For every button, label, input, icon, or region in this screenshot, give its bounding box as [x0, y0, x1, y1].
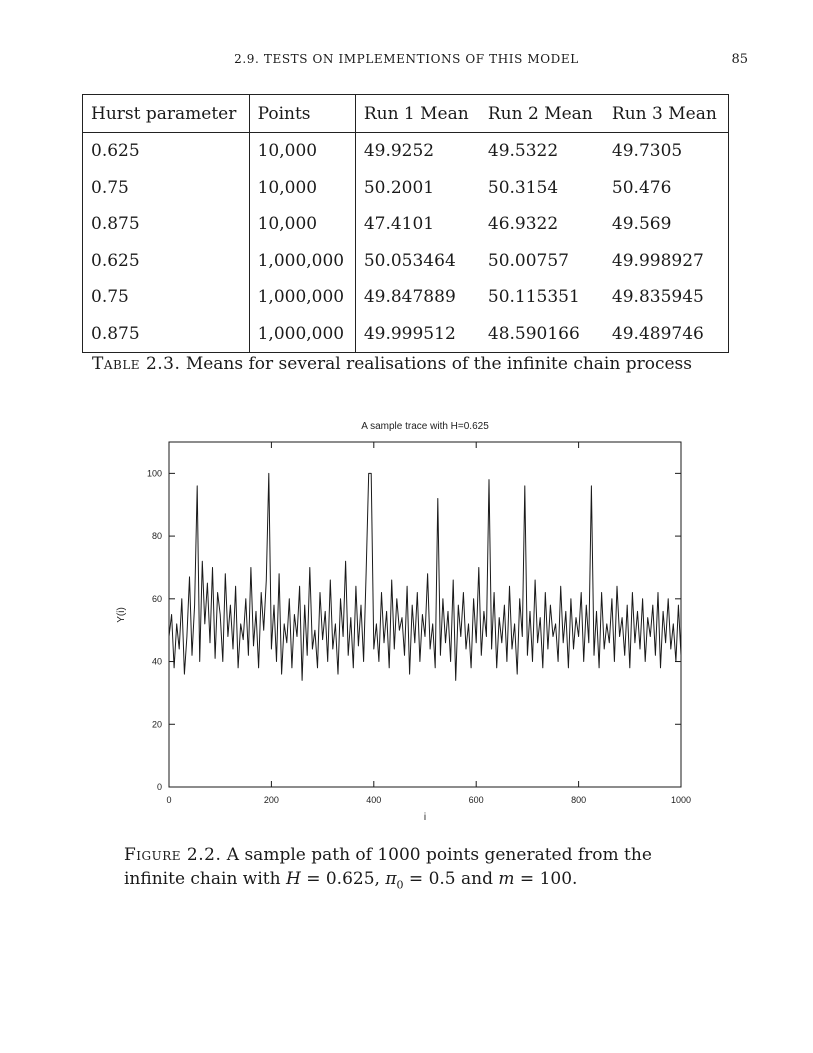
table-row: 0.75 1,000,000 49.847889 50.115351 49.83…: [82, 279, 729, 316]
caption-prefix: infinite chain with: [124, 869, 286, 889]
cell-run3: 49.569: [603, 206, 729, 243]
cell-run2: 46.9322: [487, 214, 559, 235]
caption-h-var: H: [285, 869, 301, 889]
cell-run3: 49.998927: [603, 242, 729, 279]
cell-run2: 50.3154: [487, 177, 559, 198]
cell-points: 1,000,000: [249, 315, 356, 353]
y-tick-label: 0: [157, 782, 162, 792]
cell-points: 10,000: [249, 132, 356, 170]
cell-points: 10,000: [249, 169, 356, 206]
cell-hurst: 0.625: [82, 132, 250, 170]
header-points: Points: [249, 94, 356, 133]
cell-run3: 50.476: [603, 169, 729, 206]
cell-run1: 50.2001: [363, 177, 435, 198]
cell-run2: 49.5322: [487, 141, 559, 162]
figure-caption-label: Figure 2.2.: [124, 845, 222, 865]
x-tick-label: 1000: [671, 795, 691, 805]
cell-hurst: 0.75: [82, 169, 250, 206]
x-axis-label: i: [424, 812, 426, 823]
table-caption-label: Table 2.3.: [92, 354, 181, 374]
cell-run1: 49.9252: [363, 141, 435, 162]
table-caption: Table 2.3. Means for several realisation…: [92, 354, 752, 374]
header-hurst-parameter: Hurst parameter: [82, 94, 250, 133]
sample-trace-chart: A sample trace with H=0.625 0 200 400 600 80…: [116, 421, 691, 823]
cell-run2: 48.590166: [479, 315, 604, 353]
table-header-row: Hurst parameter Points Run 1 Mean Run 2 …: [82, 94, 729, 133]
caption-m-var: m: [498, 869, 515, 889]
cell-run2: 50.00757: [487, 250, 569, 271]
y-axis-label: Y(i): [116, 607, 127, 623]
table-row: 0.625 1,000,000 50.053464 50.00757 49.99…: [82, 242, 729, 279]
cell-run2: 50.115351: [487, 287, 580, 308]
axis-ticks: [168, 442, 682, 788]
trace-line: [168, 472, 682, 681]
y-tick-label: 100: [147, 468, 162, 478]
cell-hurst: 0.625: [82, 242, 250, 279]
y-tick-label: 80: [152, 531, 162, 541]
y-tick-label: 40: [152, 657, 162, 667]
caption-pi-val: = 0.5 and: [403, 869, 499, 889]
cell-points: 10,000: [249, 206, 356, 243]
plot-frame: [168, 441, 682, 788]
caption-pi-var: π: [385, 869, 397, 889]
cell-run1: 50.053464: [363, 250, 456, 271]
header-run1-mean: Run 1 Mean: [355, 94, 480, 133]
caption-pi-sub: 0: [396, 878, 404, 892]
x-tick-label: 400: [366, 795, 381, 805]
table-row: 0.75 10,000 50.2001 50.3154 50.476: [82, 169, 729, 206]
running-head: 2.9. TESTS ON IMPLEMENTIONS OF THIS MODE…: [0, 52, 813, 72]
table-caption-text: Means for several realisations of the in…: [185, 354, 692, 374]
cell-hurst: 0.875: [82, 206, 250, 243]
header-run3-mean: Run 3 Mean: [603, 94, 729, 133]
cell-hurst: 0.75: [82, 279, 250, 316]
tick-labels: 0 200 400 600 800 1000 0 20 40 60 80 100: [147, 468, 691, 805]
cell-run1: 47.4101: [363, 214, 435, 235]
cell-run3: 49.7305: [603, 132, 729, 170]
caption-m-val: = 100.: [514, 869, 578, 889]
running-title: 2.9. TESTS ON IMPLEMENTIONS OF THIS MODE…: [234, 52, 579, 66]
means-table: Hurst parameter Points Run 1 Mean Run 2 …: [82, 94, 729, 353]
cell-points: 1,000,000: [249, 242, 356, 279]
figure-caption: Figure 2.2. A sample path of 1000 points…: [124, 843, 724, 897]
table-row: 0.875 1,000,000 49.999512 48.590166 49.4…: [82, 315, 729, 353]
figure-caption-text-1: A sample path of 1000 points generated f…: [226, 845, 652, 865]
x-tick-label: 800: [571, 795, 586, 805]
figure-caption-line-2: infinite chain with H = 0.625, π0 = 0.5 …: [124, 867, 724, 897]
cell-run1: 49.999512: [355, 315, 480, 353]
header-run2-mean: Run 2 Mean: [479, 94, 604, 133]
table-row: 0.625 10,000 49.9252 49.5322 49.7305: [82, 132, 729, 170]
chart-title: A sample trace with H=0.625: [361, 421, 489, 432]
x-tick-label: 600: [469, 795, 484, 805]
y-tick-label: 60: [152, 594, 162, 604]
y-tick-label: 20: [152, 719, 162, 729]
page-number: 85: [731, 52, 748, 67]
x-tick-label: 200: [264, 795, 279, 805]
caption-h-val: = 0.625,: [300, 869, 386, 889]
figure-caption-line-1: Figure 2.2. A sample path of 1000 points…: [124, 843, 724, 867]
table-row: 0.875 10,000 47.4101 46.9322 49.569: [82, 206, 729, 243]
cell-run3: 49.835945: [603, 279, 729, 316]
cell-run3: 49.489746: [603, 315, 729, 353]
cell-points: 1,000,000: [249, 279, 356, 316]
cell-hurst: 0.875: [82, 315, 250, 353]
x-tick-label: 0: [166, 795, 171, 805]
cell-run1: 49.847889: [363, 287, 456, 308]
